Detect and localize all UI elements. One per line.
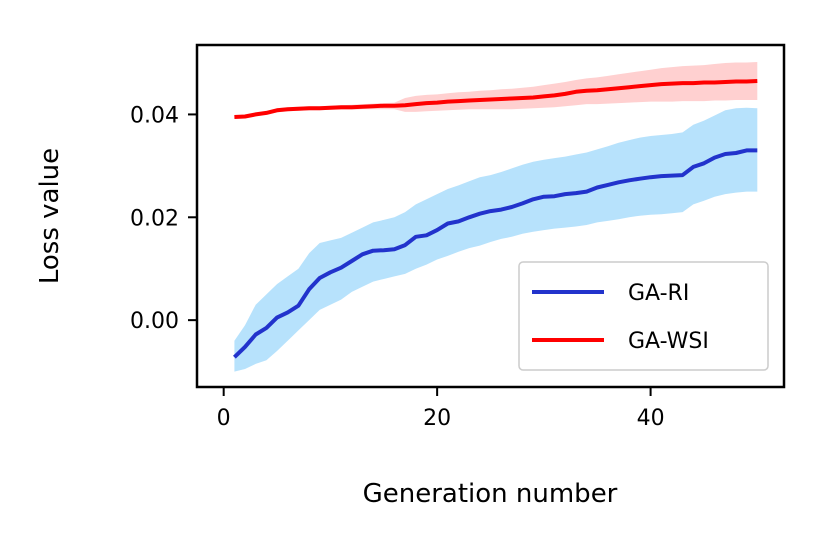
series-line-ga-ri (233, 148, 758, 359)
plot-area-frame (195, 43, 786, 389)
legend-label-ga-wsi: GA-WSI (628, 329, 709, 354)
x-tick-label: 0 (217, 406, 231, 431)
y-tick-label: 0.02 (130, 206, 179, 231)
legend-label-ga-ri: GA-RI (628, 281, 689, 306)
y-axis-label: Loss value (35, 148, 65, 284)
y-tick-label: 0.04 (130, 103, 179, 128)
series-lines (233, 79, 758, 359)
x-axis-label: Generation number (363, 479, 618, 509)
band-ga-ri (234, 107, 758, 372)
x-tick-label: 20 (423, 406, 451, 431)
x-axis: 0 20 40 (217, 387, 665, 431)
series-line-ga-wsi (234, 79, 758, 119)
y-tick-label: 0.00 (130, 309, 179, 334)
legend-box (518, 261, 769, 371)
x-tick-label: 40 (637, 406, 665, 431)
y-axis: 0.00 0.02 0.04 (130, 103, 197, 334)
legend: GA-RI GA-WSI (518, 261, 769, 371)
confidence-bands (234, 62, 758, 372)
band-ga-wsi (234, 62, 758, 118)
